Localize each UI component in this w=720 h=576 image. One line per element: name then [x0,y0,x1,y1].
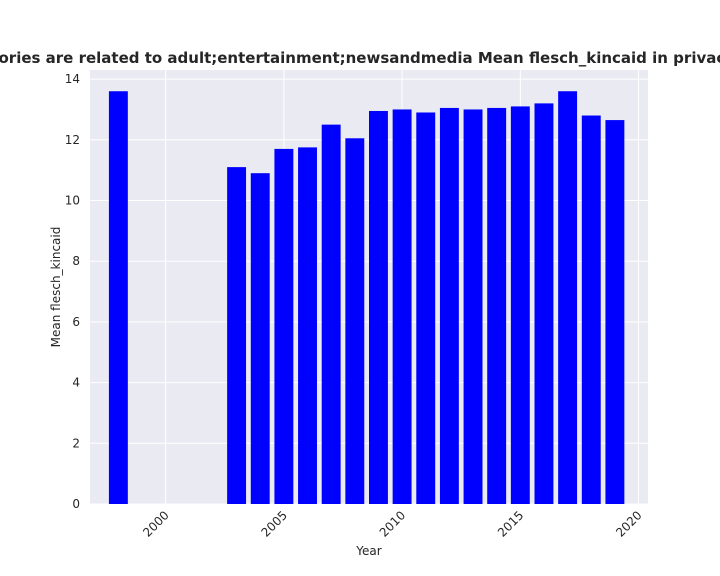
x-axis-label: Year [355,544,381,558]
bar-2003 [227,167,247,504]
bar-2017 [558,91,578,505]
y-tick-label: 6 [72,315,80,329]
bar-2004 [250,173,270,504]
bar-2008 [345,138,365,504]
x-axis-ticks: 2000 2005 2010 2015 2020 [140,508,644,539]
y-tick-label: 14 [65,72,80,86]
bar-2016 [534,103,554,504]
y-tick-label: 12 [65,133,80,147]
chart-title: Categories are related to adult;entertai… [0,49,720,67]
y-tick-label: 4 [72,376,80,390]
y-tick-label: 10 [65,194,80,208]
y-tick-label: 8 [72,254,80,268]
x-tick-label: 2010 [377,508,408,539]
bar-2015 [510,106,530,504]
bar-2019 [605,120,625,505]
bar-2009 [369,110,388,504]
bar-2014 [487,107,507,504]
x-tick-label: 2000 [140,508,171,539]
bar-2005 [274,148,294,504]
bar-2006 [298,147,317,504]
x-tick-label: 2015 [495,508,526,539]
bar-1998 [108,91,128,505]
x-tick-label: 2005 [259,508,290,539]
y-axis-label: Mean flesch_kincaid [49,227,63,348]
y-tick-label: 0 [72,497,80,511]
bar-2011 [416,112,436,505]
y-axis-ticks: 0 2 4 6 8 10 12 14 [65,72,80,511]
bar-2010 [392,109,412,505]
y-tick-label: 2 [72,436,80,450]
x-tick-label: 2020 [613,508,644,539]
bar-2018 [581,115,601,504]
bar-2013 [463,109,483,505]
bar-2007 [321,124,341,505]
bars [108,91,625,505]
bar-2012 [439,107,459,504]
